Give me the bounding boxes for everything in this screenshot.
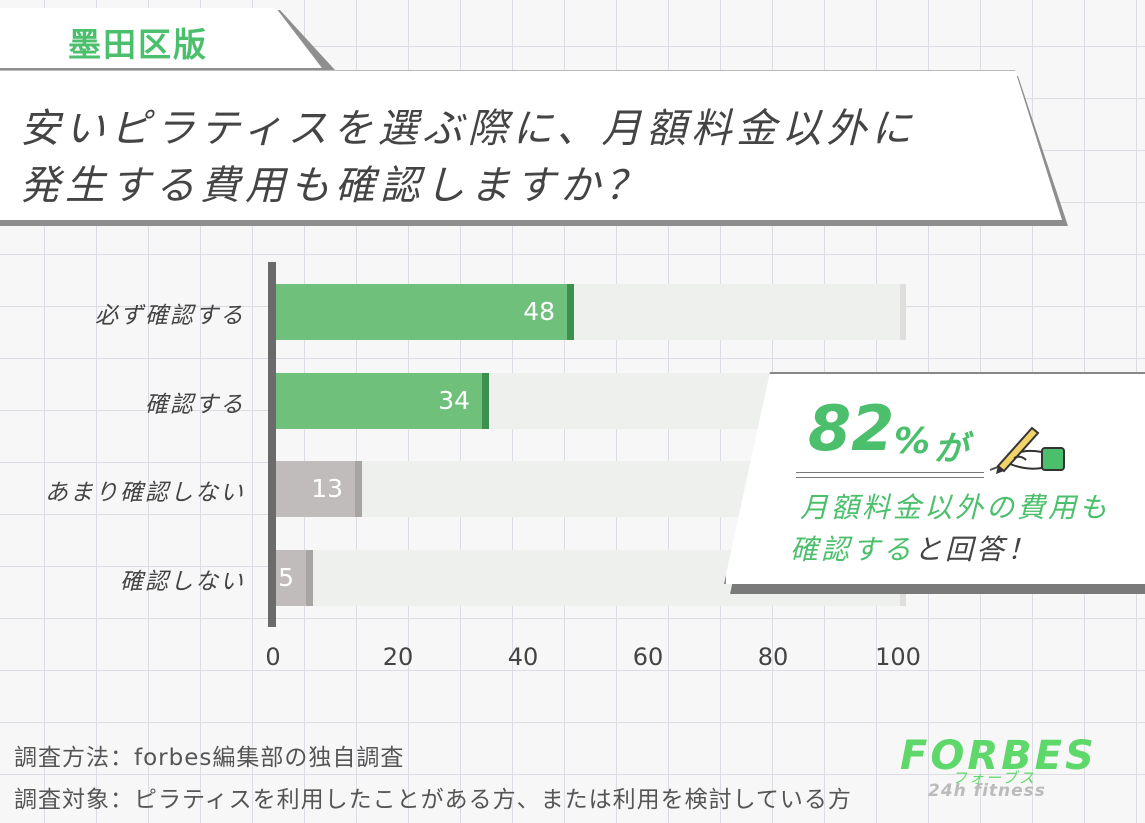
title-line-1: 安いピラティスを選ぶ際に、月額料金以外に [20,106,917,152]
title-line-2: 発生する費用も確認しますか？ [20,163,650,209]
callout-highlight: 確認する [790,533,915,566]
bar [276,284,567,340]
bar [276,373,482,429]
y-axis-line [268,262,276,627]
region-tag: 墨田区版 [68,25,208,64]
hand-writing-icon [989,426,1065,474]
survey-method-note: 調査方法：forbes編集部の独自調査 [14,745,405,771]
bar-end-cap [355,461,362,517]
survey-target-note: 調査対象：ピラティスを利用したことがある方、または利用を検討している方 [14,787,852,813]
x-tick-label: 80 [757,643,789,671]
callout-rest: と回答！ [914,533,1039,566]
x-tick-label: 100 [875,643,921,671]
callout-number: 82 [808,392,895,465]
bar [276,461,355,517]
category-label: あまり確認しない [45,480,245,506]
title-box [0,70,1062,220]
category-label: 確認する [145,392,245,418]
callout-line-1: 月額料金以外の費用も [800,491,1111,524]
bar-end-cap [482,373,489,429]
logo-main-text: FORBES [900,733,1097,779]
callout-suffix: が [934,429,968,469]
bar-value-label: 5 [278,563,294,592]
callout-box [724,372,1145,584]
bar-end-cap [567,284,574,340]
logo-kana-text: フォーブス [952,769,1037,787]
bar-end-cap [306,550,313,606]
category-label: 確認しない [120,569,245,595]
forbes-logo: FORBES フォーブス 24h fitness [900,733,1110,803]
bar-value-label: 48 [523,297,555,326]
x-tick-label: 60 [632,643,664,671]
bar [276,550,306,606]
x-tick-label: 0 [265,643,281,671]
bar-value-label: 34 [438,386,470,415]
callout-percent: % [894,421,931,462]
x-tick-label: 40 [507,643,539,671]
category-label: 必ず確認する [95,303,245,329]
region-tab [0,8,322,68]
x-tick-label: 20 [382,643,414,671]
callout-underline [796,472,984,478]
logo-sub-text: 24h fitness [928,781,1046,801]
bar-value-label: 13 [311,474,343,503]
callout-line-2: 確認すると回答！ [790,528,1038,568]
